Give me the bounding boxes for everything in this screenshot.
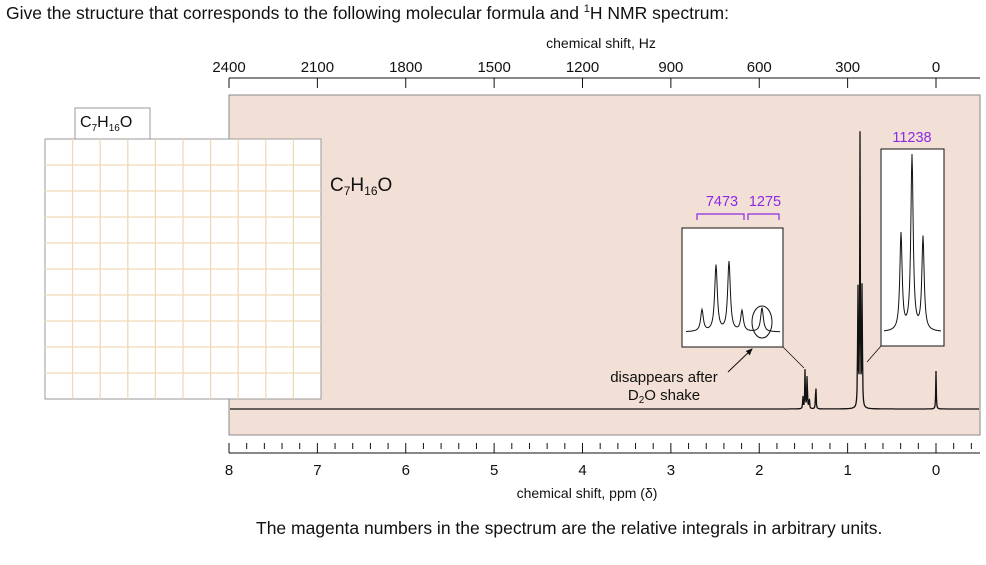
top-tick-label: 600 <box>747 59 772 76</box>
question-prompt: Give the structure that corresponds to t… <box>6 3 729 24</box>
integral-bracket-oh <box>747 213 780 220</box>
prompt-text-before: Give the structure that corresponds to t… <box>6 3 584 23</box>
prompt-text-after: H NMR spectrum: <box>589 3 729 23</box>
d2o-arrow <box>727 348 753 373</box>
integral-label-oh: 1275 <box>749 194 781 210</box>
spectrum-plot-area <box>228 94 981 436</box>
d2o-annotation-line2: D2O shake <box>628 387 700 406</box>
d2o-annotation-line1: disappears after <box>610 369 718 386</box>
spectrum-formula: C7H16O <box>330 175 392 198</box>
bottom-tick-label: 2 <box>755 462 763 479</box>
bottom-tick-label: 4 <box>578 462 586 479</box>
prompt-superscript: 1 <box>583 3 590 16</box>
top-axis-title: chemical shift, Hz <box>546 35 656 51</box>
bottom-tick-label: 7 <box>313 462 321 479</box>
bottom-tick-label: 8 <box>225 462 233 479</box>
structure-grid-tab <box>74 107 151 139</box>
bottom-tick-label: 3 <box>667 462 675 479</box>
spectrum-trace <box>230 131 979 410</box>
top-tick-label: 1500 <box>477 59 510 76</box>
bottom-tick-label: 5 <box>490 462 498 479</box>
top-tick-label: 1800 <box>389 59 422 76</box>
bottom-tick-label: 0 <box>932 462 940 479</box>
top-tick-label: 900 <box>658 59 683 76</box>
oh-peak-circle <box>751 305 773 339</box>
top-tick-label: 1200 <box>566 59 599 76</box>
bottom-tick-label: 1 <box>843 462 851 479</box>
top-tick-label: 300 <box>835 59 860 76</box>
top-tick-label: 2400 <box>212 59 245 76</box>
structure-drawing-grid[interactable] <box>44 138 322 400</box>
inset-quartet-leader <box>782 346 805 369</box>
integral-label-triplet: 11238 <box>892 130 931 146</box>
integral-label-quartet: 7473 <box>706 194 738 210</box>
footer-note: The magenta numbers in the spectrum are … <box>256 518 883 538</box>
inset-quartet-trace <box>686 260 781 333</box>
bottom-axis: 8 7 6 5 4 3 2 1 0 <box>225 443 980 479</box>
top-tick-label: 0 <box>932 59 940 76</box>
top-axis: 2400 2100 1800 1500 1200 900 600 300 0 <box>212 59 980 88</box>
inset-triplet-trace <box>883 153 941 332</box>
integral-bracket-quartet <box>696 213 745 220</box>
bottom-axis-title: chemical shift, ppm (δ) <box>517 485 658 501</box>
top-tick-label: 2100 <box>301 59 334 76</box>
bottom-tick-label: 6 <box>402 462 410 479</box>
inset-triplet-leader <box>866 345 882 363</box>
structure-grid-formula: C7H16O <box>80 114 132 134</box>
